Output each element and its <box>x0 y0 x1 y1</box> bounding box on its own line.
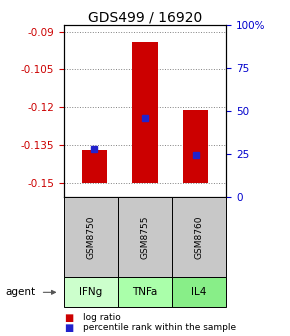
Bar <box>132 42 158 183</box>
Text: agent: agent <box>6 287 36 297</box>
Text: ■: ■ <box>64 312 73 323</box>
Text: TNFa: TNFa <box>132 287 158 297</box>
Text: ■: ■ <box>64 323 73 333</box>
Text: IFNg: IFNg <box>79 287 102 297</box>
Text: GSM8755: GSM8755 <box>140 215 150 259</box>
Text: percentile rank within the sample: percentile rank within the sample <box>83 323 236 332</box>
Bar <box>183 110 209 183</box>
Text: GSM8750: GSM8750 <box>86 215 95 259</box>
Text: log ratio: log ratio <box>83 313 120 322</box>
Text: IL4: IL4 <box>191 287 207 297</box>
Text: GSM8760: GSM8760 <box>195 215 204 259</box>
Bar <box>81 150 107 183</box>
Text: GDS499 / 16920: GDS499 / 16920 <box>88 10 202 24</box>
